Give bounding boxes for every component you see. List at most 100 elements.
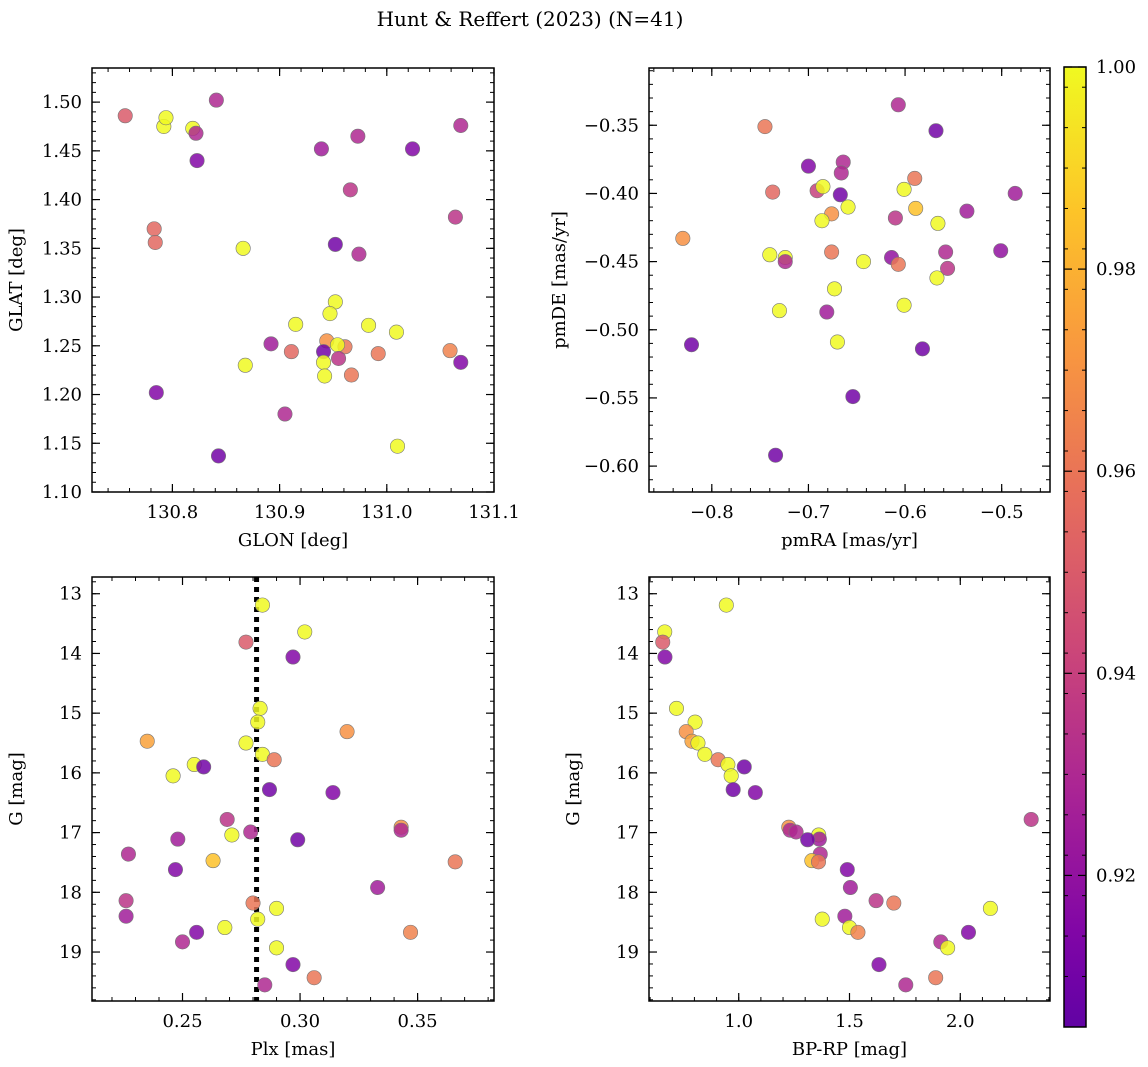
scatter-point	[930, 215, 946, 231]
scatter-point	[266, 752, 282, 768]
scatter-point	[205, 853, 221, 869]
y-axis-label: G [mag]	[6, 752, 27, 825]
scatter-point	[839, 862, 855, 878]
x-tick-label: 2.0	[946, 1011, 975, 1032]
scatter-point	[814, 213, 830, 229]
scatter-point	[725, 782, 741, 798]
scatter-point	[283, 344, 299, 360]
scatter-point	[219, 811, 235, 827]
x-tick-label: 130.9	[254, 502, 306, 523]
scatter-point	[139, 733, 155, 749]
colorbar-tick-label: 0.96	[1096, 461, 1136, 482]
scatter-point	[269, 940, 285, 956]
scatter-point	[147, 234, 163, 250]
scatter-point	[447, 854, 463, 870]
scatter-point	[840, 199, 856, 215]
scatter-point	[982, 900, 998, 916]
scatter-point	[765, 184, 781, 200]
y-tick-label: 1.40	[42, 190, 82, 211]
x-axis-label: pmRA [mas/yr]	[781, 530, 918, 551]
scatter-point	[118, 908, 134, 924]
scatter-point	[940, 260, 956, 276]
scatter-point	[768, 447, 784, 463]
scatter-points	[117, 92, 469, 464]
scatter-point	[819, 304, 835, 320]
scatter-point	[887, 210, 903, 226]
scatter-point	[196, 759, 212, 775]
scatter-point	[361, 317, 377, 333]
scatter-point	[327, 236, 343, 252]
y-tick-label: 15	[59, 703, 82, 724]
y-tick-label: −0.55	[584, 388, 639, 409]
scatter-point	[898, 977, 914, 993]
scatter-point	[833, 165, 849, 181]
scatter-point	[868, 893, 884, 909]
scatter-point	[959, 203, 975, 219]
x-tick-label: 0.25	[162, 1011, 202, 1032]
scatter-point	[929, 270, 945, 286]
scatter-point	[723, 768, 739, 784]
scatter-point	[845, 389, 861, 405]
minor-ticks	[92, 68, 495, 492]
scatter-point	[342, 182, 358, 198]
axes-frame	[91, 67, 495, 493]
y-tick-label: 13	[59, 584, 82, 605]
scatter-point	[117, 108, 133, 124]
scatter-point	[250, 714, 266, 730]
colorbar-tick-label: 0.98	[1096, 259, 1136, 280]
colorbar-tick-label: 1.00	[1096, 57, 1136, 78]
scatter-point	[158, 110, 174, 126]
scatter-point	[403, 924, 419, 940]
y-tick-label: −0.45	[584, 252, 639, 273]
scatter-point	[120, 846, 136, 862]
scatter-point	[810, 854, 826, 870]
scatter-point	[871, 957, 887, 973]
scatter-point	[886, 895, 902, 911]
scatter-point	[747, 785, 763, 801]
x-tick-label: 1.0	[724, 1011, 753, 1032]
axes-container: 130.8 130.9 131.0 131.11.101.151.201.251.30…	[6, 67, 1051, 1060]
scatter-point	[993, 243, 1009, 259]
scatter-point	[1023, 811, 1039, 827]
axes-frame	[648, 67, 1051, 493]
scatter-point	[167, 862, 183, 878]
scatter-point	[777, 254, 793, 270]
scatter-point	[393, 822, 409, 838]
y-tick-label: 18	[616, 882, 639, 903]
scatter-point	[189, 153, 205, 169]
y-tick-label: 1.10	[42, 482, 82, 503]
scatter-point	[736, 759, 752, 775]
colorbar-gradient	[1063, 66, 1087, 1028]
y-tick-label: 19	[59, 942, 82, 963]
scatter-point	[339, 724, 355, 740]
panel-plx-g: 0.25 0.30 0.35 13 14 15 16 17 18 19 Plx [mas] G [ma…	[6, 576, 495, 1060]
y-tick-label: 17	[616, 823, 639, 844]
y-axis-label: G [mag]	[563, 752, 584, 825]
x-tick-label: −0.5	[980, 502, 1024, 523]
y-tick-label: 1.45	[42, 141, 82, 162]
y-tick-label: −0.60	[584, 456, 639, 477]
scatter-point	[832, 187, 848, 203]
scatter-point	[188, 125, 204, 141]
scatter-point	[351, 246, 367, 262]
scatter-point	[907, 170, 923, 186]
scatter-point	[322, 306, 338, 322]
scatter-point	[890, 256, 906, 272]
scatter-point	[928, 970, 944, 986]
panel-pmra-pmde: −0.8 −0.7 −0.6 −0.5 −0.60 −0.55 −0.50 −0.45 −0.4…	[549, 67, 1051, 551]
x-tick-label: 130.8	[147, 502, 199, 523]
scatter-point	[655, 634, 671, 650]
x-tick-label: 131.0	[361, 502, 413, 523]
scatter-point	[210, 448, 226, 464]
scatter-point	[890, 97, 906, 113]
scatter-point	[850, 924, 866, 940]
y-tick-label: −0.40	[584, 183, 639, 204]
y-tick-label: 1.50	[42, 92, 82, 113]
scatter-point	[316, 354, 332, 370]
minor-ticks	[92, 577, 494, 1001]
scatter-point	[447, 209, 463, 225]
scatter-point	[331, 350, 347, 366]
y-tick-label: 1.35	[42, 238, 82, 259]
scatter-point	[285, 649, 301, 665]
scatter-point	[814, 911, 830, 927]
